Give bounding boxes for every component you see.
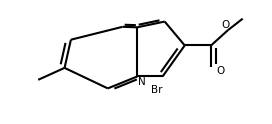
Text: N: N xyxy=(138,77,145,87)
Text: O: O xyxy=(222,20,230,30)
Text: O: O xyxy=(216,66,225,76)
Text: Br: Br xyxy=(150,85,162,95)
